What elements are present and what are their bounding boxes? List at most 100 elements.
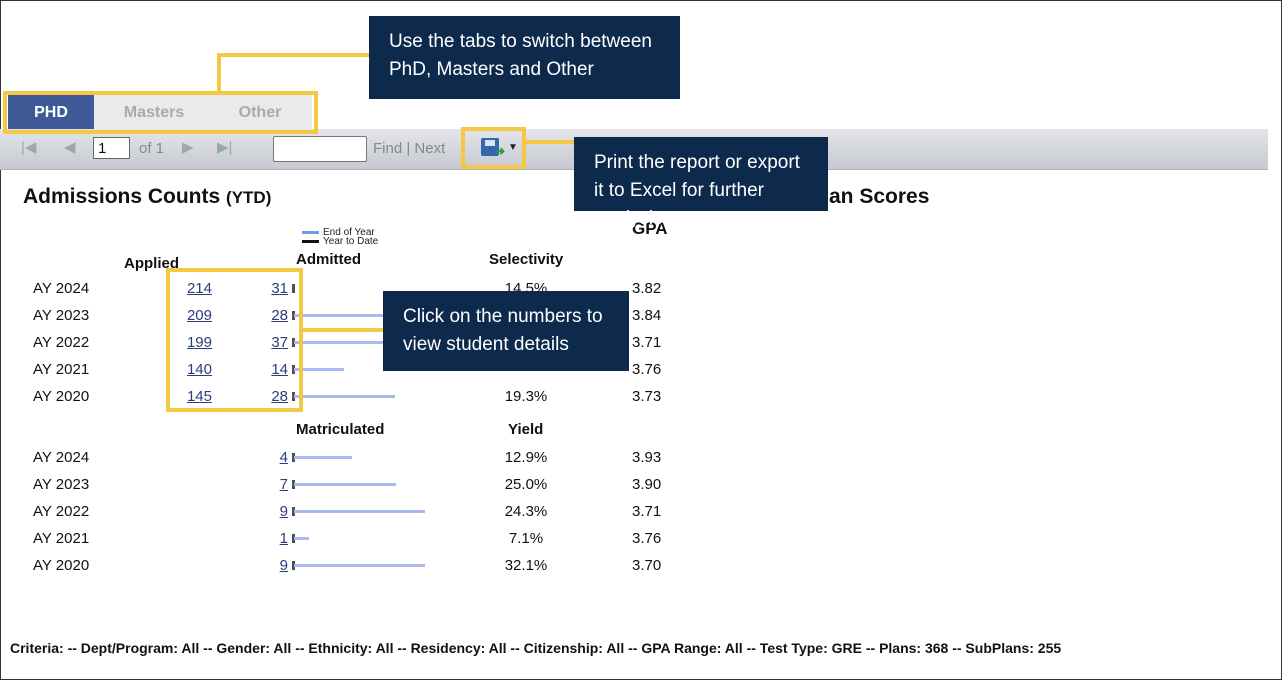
criteria-footer: Criteria: -- Dept/Program: All -- Gender… — [10, 640, 1062, 656]
admitted-count-link[interactable]: 37 — [271, 334, 288, 351]
gpa-value: 3.73 — [632, 388, 662, 405]
matriculated-count-link[interactable]: 7 — [279, 476, 288, 493]
row-year: AY 2020 — [33, 557, 90, 574]
applied-header: Applied — [124, 255, 179, 272]
export-arrow-icon: ➜ — [495, 144, 506, 158]
chevron-down-icon[interactable]: ▼ — [508, 142, 518, 153]
tabs-callout-line — [217, 53, 221, 93]
applied-count-link[interactable]: 209 — [186, 307, 212, 324]
end-of-year-bar — [294, 341, 427, 344]
year-to-date-marker — [292, 392, 295, 401]
year-to-date-marker — [292, 561, 295, 570]
year-to-date-marker — [292, 453, 295, 462]
applied-count-link[interactable]: 140 — [186, 361, 212, 378]
page-count-label: of 1 — [139, 140, 165, 157]
export-callout: Print the report or export it to Excel f… — [574, 137, 828, 229]
matriculated-header: Matriculated — [296, 421, 385, 438]
end-of-year-bar — [294, 510, 425, 513]
end-of-year-bar — [294, 537, 309, 540]
gpa-value: 3.71 — [632, 503, 662, 520]
program-tabs: PHD Masters Other — [8, 95, 312, 130]
tab-phd[interactable]: PHD — [8, 95, 94, 130]
end-of-year-bar — [294, 564, 425, 567]
tab-masters[interactable]: Masters — [123, 104, 185, 121]
gpa-value: 3.70 — [632, 557, 662, 574]
gpa-value: 3.76 — [632, 361, 662, 378]
page-number-input[interactable]: 1 — [93, 137, 130, 159]
year-to-date-marker — [292, 507, 295, 516]
gpa-value: 3.71 — [632, 334, 662, 351]
admitted-count-link[interactable]: 14 — [271, 361, 288, 378]
selectivity-value: 19.3% — [504, 388, 548, 405]
end-of-year-bar — [294, 395, 395, 398]
applied-count-link[interactable]: 145 — [186, 388, 212, 405]
previous-page-icon[interactable]: ◀ — [64, 139, 76, 156]
legend-swatch-year-to-date — [302, 240, 319, 243]
tabs-callout-line — [217, 53, 371, 57]
legend-label-end-of-year: End of Year — [323, 227, 375, 238]
save-disk-icon — [481, 138, 499, 156]
export-button[interactable]: ➜ ▼ — [464, 130, 522, 166]
applied-count-link[interactable]: 214 — [186, 280, 212, 297]
year-to-date-marker — [292, 338, 295, 347]
export-highlight — [461, 127, 526, 169]
row-year: AY 2021 — [33, 361, 90, 378]
end-of-year-bar — [294, 483, 396, 486]
find-input[interactable] — [273, 136, 367, 162]
row-year: AY 2021 — [33, 530, 90, 547]
tab-other[interactable]: Other — [238, 104, 282, 121]
gpa-value: 3.93 — [632, 449, 662, 466]
legend-label-year-to-date: Year to Date — [323, 236, 379, 247]
matriculated-count-link[interactable]: 1 — [279, 530, 288, 547]
end-of-year-bar — [294, 456, 352, 459]
export-callout-line — [524, 140, 576, 144]
gpa-value: 3.82 — [632, 280, 662, 297]
year-to-date-marker — [292, 534, 295, 543]
tabs-highlight — [3, 91, 318, 134]
gpa-value: 3.84 — [632, 307, 662, 324]
next-page-icon[interactable]: ▶ — [182, 139, 194, 156]
row-year: AY 2022 — [33, 503, 90, 520]
applied-count-link[interactable]: 199 — [186, 334, 212, 351]
admitted-header: Admitted — [296, 251, 361, 268]
matriculated-count-link[interactable]: 9 — [279, 557, 288, 574]
year-to-date-marker — [292, 284, 295, 293]
row-year: AY 2023 — [33, 476, 90, 493]
yield-value: 32.1% — [504, 557, 548, 574]
yield-value: 25.0% — [504, 476, 548, 493]
chart-legend: End of Year Year to Date — [302, 227, 379, 247]
yield-value: 12.9% — [504, 449, 548, 466]
admitted-count-link[interactable]: 28 — [271, 307, 288, 324]
admitted-count-link[interactable]: 31 — [271, 280, 288, 297]
selectivity-header: Selectivity — [489, 251, 564, 268]
numbers-callout-line — [301, 328, 384, 332]
legend-swatch-end-of-year — [302, 231, 319, 234]
end-of-year-bar — [294, 314, 395, 317]
end-of-year-bar — [294, 368, 344, 371]
gpa-header: GPA — [632, 219, 668, 239]
find-next-links[interactable]: Find | Next — [373, 140, 446, 157]
last-page-icon[interactable]: ▶| — [217, 139, 233, 156]
scores-title: an Scores — [829, 185, 930, 208]
year-to-date-marker — [292, 311, 295, 320]
page-title: Admissions Counts (YTD) — [23, 185, 272, 208]
numbers-callout: Click on the numbers to view student det… — [383, 291, 629, 371]
year-to-date-marker — [292, 365, 295, 374]
admitted-count-link[interactable]: 28 — [271, 388, 288, 405]
gpa-value: 3.90 — [632, 476, 662, 493]
matriculated-count-link[interactable]: 4 — [279, 449, 288, 466]
first-page-icon[interactable]: |◀ — [21, 139, 37, 156]
row-year: AY 2023 — [33, 307, 90, 324]
yield-value: 7.1% — [508, 530, 544, 547]
yield-header: Yield — [508, 421, 544, 438]
matriculated-count-link[interactable]: 9 — [279, 503, 288, 520]
year-to-date-marker — [292, 480, 295, 489]
yield-value: 24.3% — [504, 503, 548, 520]
row-year: AY 2024 — [33, 280, 90, 297]
row-year: AY 2022 — [33, 334, 90, 351]
tabs-callout: Use the tabs to switch between PhD, Mast… — [369, 16, 680, 99]
numbers-highlight — [166, 268, 303, 412]
gpa-value: 3.76 — [632, 530, 662, 547]
row-year: AY 2024 — [33, 449, 90, 466]
row-year: AY 2020 — [33, 388, 90, 405]
